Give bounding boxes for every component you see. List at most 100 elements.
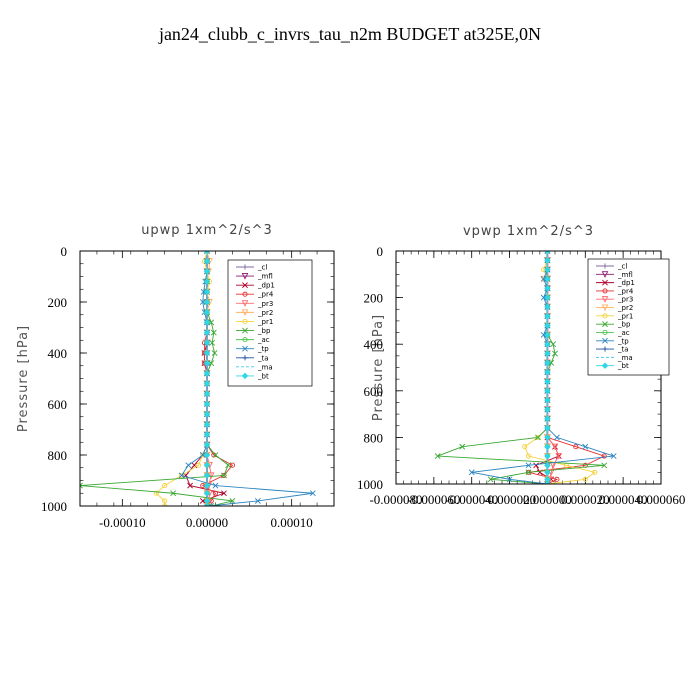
data-point-bt <box>203 390 211 398</box>
data-point-tp <box>199 452 206 458</box>
legend-box <box>587 258 670 376</box>
legend-label: _bp <box>617 321 631 329</box>
data-point-bt <box>544 340 551 348</box>
data-point-bt <box>203 380 211 387</box>
legend-marker <box>242 264 248 270</box>
data-point-bp <box>208 360 215 367</box>
data-point-dp1 <box>533 462 539 469</box>
legend-label: _ta <box>617 346 629 354</box>
legend-marker <box>602 288 608 294</box>
y-tick-label: 400 <box>48 346 68 361</box>
data-point-bt <box>544 294 551 301</box>
data-point-pr1 <box>162 483 168 489</box>
data-point-bt <box>203 278 211 285</box>
legend-marker <box>241 309 249 316</box>
legend-label: _tp <box>257 345 269 353</box>
data-point-bt <box>203 251 211 255</box>
data-point-pr1 <box>153 490 159 496</box>
data-point-bp <box>459 443 466 450</box>
data-point-bp <box>208 319 215 326</box>
data-point-bt <box>203 421 211 428</box>
data-point-bt <box>203 268 211 275</box>
data-point-bt <box>544 285 551 292</box>
legend-label: _bt <box>617 362 629 370</box>
data-point-bt <box>544 251 551 255</box>
data-point-pr1 <box>592 469 598 475</box>
data-point-bp <box>434 453 441 459</box>
data-point-bp <box>487 476 494 483</box>
data-point-bt <box>203 472 211 479</box>
data-point-pr1 <box>195 462 202 468</box>
series-group <box>80 251 316 506</box>
y-tick-label: 200 <box>364 291 384 306</box>
data-point-bt <box>203 257 211 265</box>
data-point-bt <box>544 434 551 441</box>
legend-marker <box>602 321 608 328</box>
x-tick-label: 0.000000 <box>523 492 572 507</box>
data-point-bt <box>203 490 211 497</box>
y-axis-label: Pressure [hPa] <box>16 325 31 432</box>
legend-label: _ac <box>257 336 270 344</box>
y-tick-label: 0 <box>377 244 384 259</box>
data-point-bt <box>544 275 551 283</box>
chart-title: vpwp 1xm^2/s^3 <box>463 224 594 239</box>
data-point-bt <box>203 482 211 489</box>
data-point-tp <box>185 462 192 469</box>
legend-marker <box>241 372 249 380</box>
legend-marker <box>601 362 609 369</box>
data-point-tp <box>540 276 547 282</box>
legend-marker <box>242 355 248 361</box>
data-point-dp1 <box>221 490 227 497</box>
data-point-bt <box>544 462 551 469</box>
y-tick-label: 1000 <box>357 477 383 492</box>
data-point-bt <box>544 266 551 273</box>
legend-label: _tp <box>617 337 629 345</box>
legend-marker <box>242 345 248 352</box>
data-point-bt <box>203 410 211 418</box>
data-point-bt <box>203 441 211 449</box>
data-point-tp <box>178 472 185 479</box>
data-point-bp <box>212 452 219 458</box>
legend-label: _bt <box>257 372 269 380</box>
y-tick-label: 0 <box>61 244 68 259</box>
data-point-bt <box>203 461 211 469</box>
data-point-bt <box>203 431 211 438</box>
series-group <box>434 251 617 484</box>
data-point-bt <box>544 396 551 404</box>
plot-frame <box>79 250 335 507</box>
data-point-bp <box>221 472 227 479</box>
y-tick-label: 200 <box>48 295 68 310</box>
x-tick-label: -0.000080 <box>369 492 422 507</box>
chart-panel-2: vpwp 1xm^2/s^3 Pressure [hPa] 0 200 400 600 80… <box>357 224 685 507</box>
data-point-pr1 <box>525 453 532 459</box>
x-tick-label: -0.000040 <box>445 492 498 507</box>
legend-marker <box>602 346 608 352</box>
data-point-bp <box>80 482 83 489</box>
legend-marker <box>241 300 249 307</box>
data-point-tp <box>544 251 551 254</box>
data-point-pr4 <box>554 476 560 482</box>
data-point-bt <box>544 443 551 450</box>
legend-label: _dp1 <box>257 282 275 290</box>
legend-marker <box>242 318 248 325</box>
data-point-bt <box>544 257 551 264</box>
data-point-pr1 <box>162 498 168 504</box>
data-point-bt <box>544 331 551 339</box>
data-point-bt <box>544 378 551 385</box>
x-tick-label: -0.00010 <box>99 515 146 530</box>
data-point-bt <box>203 451 211 459</box>
data-point-bp <box>552 350 558 357</box>
legend-label: _pr4 <box>617 287 634 295</box>
data-point-bp <box>170 490 177 497</box>
legend-marker <box>241 273 249 280</box>
legend-label: _pr1 <box>257 318 273 326</box>
y-tick-label: 800 <box>364 430 384 445</box>
legend-marker <box>242 282 248 289</box>
data-point-tp <box>553 434 560 441</box>
data-point-tp <box>582 443 589 450</box>
legend-marker <box>601 271 609 278</box>
data-point-bt <box>544 322 551 329</box>
legend-label: _dp1 <box>617 279 635 287</box>
data-point-tp <box>610 453 617 459</box>
data-point-bt <box>203 339 211 347</box>
